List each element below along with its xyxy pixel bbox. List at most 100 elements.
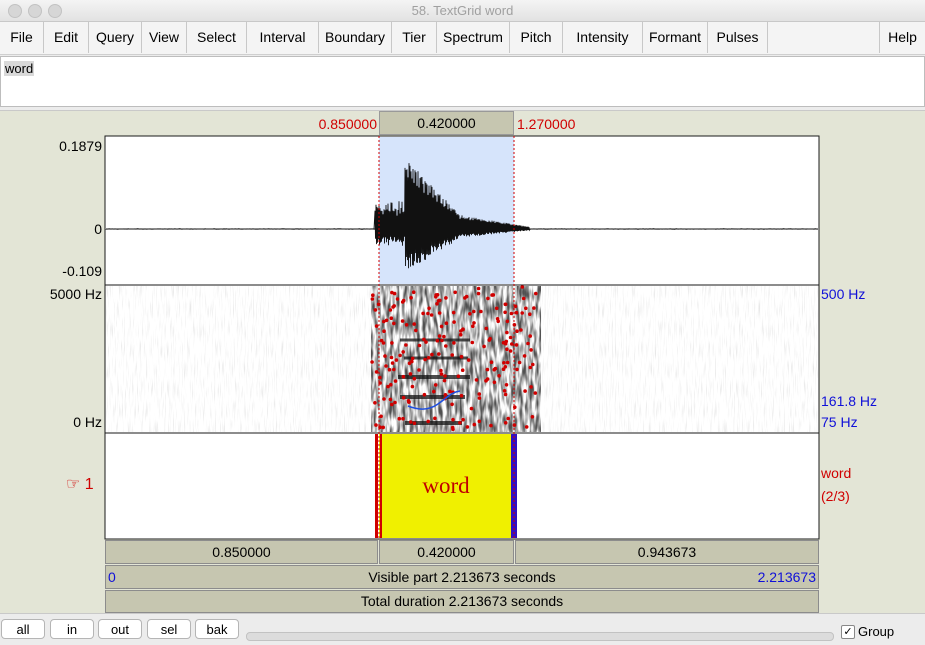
formant-dot bbox=[521, 296, 526, 301]
formant-dot bbox=[459, 354, 464, 359]
horizontal-scrollbar[interactable] bbox=[246, 632, 834, 641]
formant-dot bbox=[437, 311, 442, 315]
formant-dot bbox=[513, 304, 518, 309]
formant-dot bbox=[409, 295, 413, 300]
menu-pitch[interactable]: Pitch bbox=[510, 22, 563, 53]
total-duration-bar[interactable]: Total duration 2.213673 seconds bbox=[105, 590, 819, 613]
formant-dot bbox=[458, 421, 462, 425]
selection-duration-top[interactable]: 0.420000 bbox=[379, 111, 514, 135]
interval-label: word bbox=[422, 473, 470, 498]
formant-dot bbox=[410, 356, 415, 361]
formant-dot bbox=[410, 359, 414, 364]
formant-dot bbox=[374, 423, 378, 427]
formant-dot bbox=[389, 382, 393, 387]
formant-dot bbox=[486, 296, 490, 301]
time-bar-before-selection[interactable]: 0.850000 bbox=[105, 540, 378, 564]
selected-interval[interactable] bbox=[379, 434, 513, 538]
formant-dot bbox=[479, 309, 483, 314]
formant-dot bbox=[477, 419, 482, 424]
formant-dot bbox=[466, 358, 471, 362]
waveform-panel[interactable] bbox=[104, 135, 820, 286]
interval-text-field[interactable]: word bbox=[0, 56, 925, 107]
minimize-window-button[interactable] bbox=[28, 4, 42, 18]
interval-text-value: word bbox=[4, 61, 35, 76]
formant-dot bbox=[487, 338, 492, 342]
menu-pulses[interactable]: Pulses bbox=[708, 22, 768, 53]
menu-help[interactable]: Help bbox=[879, 22, 925, 53]
formant-band bbox=[400, 395, 465, 399]
time-bar-selection[interactable]: 0.420000 bbox=[379, 540, 514, 564]
menu-view[interactable]: View bbox=[142, 22, 187, 53]
formant-dot bbox=[442, 378, 447, 383]
formant-dot bbox=[452, 341, 456, 345]
formant-dot bbox=[433, 383, 438, 387]
formant-dot bbox=[386, 384, 390, 389]
formant-dot bbox=[529, 385, 533, 389]
menu-spectrum[interactable]: Spectrum bbox=[437, 22, 510, 53]
close-window-button[interactable] bbox=[8, 4, 22, 18]
menu-boundary[interactable]: Boundary bbox=[319, 22, 392, 53]
formant-dot bbox=[414, 328, 418, 333]
menu-select[interactable]: Select bbox=[187, 22, 247, 53]
formant-dot bbox=[503, 365, 508, 369]
visible-part-bar[interactable]: 0 Visible part 2.213673 seconds 2.213673 bbox=[105, 565, 819, 589]
formant-dot bbox=[530, 415, 535, 419]
formant-dot bbox=[524, 306, 528, 311]
group-checkbox[interactable]: ✓ bbox=[841, 625, 855, 639]
formant-dot bbox=[459, 329, 463, 333]
formant-dot bbox=[524, 425, 529, 429]
formant-dot bbox=[426, 419, 431, 424]
formant-dot bbox=[408, 420, 413, 424]
formant-dot bbox=[489, 423, 493, 428]
formant-dot bbox=[450, 402, 454, 407]
menu-edit[interactable]: Edit bbox=[44, 22, 89, 53]
left-boundary-mark[interactable] bbox=[375, 434, 378, 538]
time-bar-after-selection[interactable]: 0.943673 bbox=[515, 540, 819, 564]
formant-dot bbox=[489, 360, 494, 365]
formant-dot bbox=[502, 389, 507, 393]
formant-dot bbox=[440, 338, 444, 343]
menu-formant[interactable]: Formant bbox=[643, 22, 708, 53]
formant-dot bbox=[508, 335, 513, 340]
spectrogram-panel[interactable] bbox=[104, 284, 820, 434]
formant-dot bbox=[472, 309, 476, 314]
zoom-all-button[interactable]: all bbox=[1, 619, 45, 639]
formant-dot bbox=[397, 416, 402, 421]
menu-intensity[interactable]: Intensity bbox=[563, 22, 643, 53]
formant-dot bbox=[515, 329, 519, 334]
tier-interval-count: (2/3) bbox=[821, 488, 850, 504]
formant-dot bbox=[379, 414, 383, 419]
zoom-in-button[interactable]: in bbox=[50, 619, 94, 639]
formant-dot bbox=[422, 392, 427, 397]
formant-dot bbox=[392, 321, 396, 326]
formant-dot bbox=[520, 285, 525, 289]
formant-dot bbox=[503, 310, 507, 315]
formant-dot bbox=[505, 347, 509, 352]
formant-dot bbox=[506, 416, 511, 421]
formant-dot bbox=[528, 334, 532, 338]
formant-dot bbox=[433, 416, 437, 421]
formant-band bbox=[404, 356, 468, 360]
zoom-out-button[interactable]: out bbox=[98, 619, 142, 639]
zoom-selection-button[interactable]: sel bbox=[147, 619, 191, 639]
formant-dot bbox=[373, 308, 378, 312]
formant-dot bbox=[448, 389, 452, 394]
zoom-window-button[interactable] bbox=[48, 4, 62, 18]
formant-dot bbox=[519, 328, 523, 332]
waveform-zero-label: 0 bbox=[94, 221, 102, 237]
menu-file[interactable]: File bbox=[0, 22, 44, 53]
menu-interval[interactable]: Interval bbox=[247, 22, 319, 53]
menu-query[interactable]: Query bbox=[89, 22, 142, 53]
menu-tier[interactable]: Tier bbox=[392, 22, 437, 53]
tier-panel[interactable]: word bbox=[104, 432, 820, 540]
formant-dot bbox=[401, 350, 406, 354]
pointing-hand-icon: ☞ bbox=[66, 476, 81, 493]
formant-dot bbox=[435, 302, 439, 306]
zoom-back-button[interactable]: bak bbox=[195, 619, 239, 639]
formant-dot bbox=[451, 427, 455, 432]
formant-dot bbox=[442, 334, 446, 339]
tier-number[interactable]: ☞ 1 bbox=[66, 474, 94, 494]
formant-dot bbox=[392, 367, 396, 372]
formant-dot bbox=[382, 397, 386, 401]
